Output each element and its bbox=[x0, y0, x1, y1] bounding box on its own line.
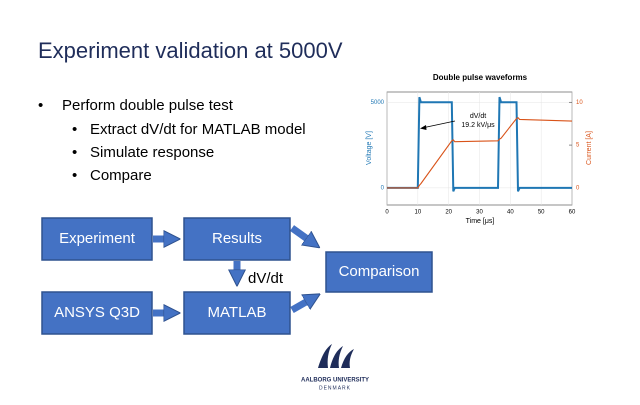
y2-tick-label: 0 bbox=[576, 185, 580, 191]
bullet-marker: • bbox=[72, 144, 77, 161]
annotation-arrow bbox=[421, 120, 456, 129]
node-label: Comparison bbox=[339, 263, 420, 280]
node bbox=[183, 217, 291, 261]
line-series bbox=[387, 117, 573, 189]
logo-name: AALBORG UNIVERSITY bbox=[301, 378, 369, 384]
node-label: MATLAB bbox=[208, 304, 267, 321]
node-label: ANSYS Q3D bbox=[54, 304, 140, 321]
sub-bullet: Simulate response bbox=[90, 144, 214, 161]
x-axis-label: Time [μs] bbox=[466, 218, 495, 225]
node bbox=[41, 291, 153, 335]
edge-label: dV/dt bbox=[248, 270, 284, 287]
annotation-arrowhead bbox=[420, 125, 427, 130]
node-label: Results bbox=[212, 230, 262, 247]
slide-title: Experiment validation at 5000V bbox=[38, 38, 343, 63]
x-tick-label: 60 bbox=[569, 210, 576, 216]
node-label: Experiment bbox=[59, 230, 136, 247]
line-series bbox=[387, 96, 572, 192]
x-tick-label: 0 bbox=[385, 210, 389, 216]
node bbox=[325, 251, 433, 293]
x-tick-label: 20 bbox=[445, 210, 452, 216]
flow-diagram: Experiment Results Comparison ANSYS Q3D … bbox=[41, 217, 433, 335]
y2-tick-label: 5 bbox=[576, 143, 580, 149]
bullet: Perform double pulse test bbox=[62, 97, 234, 114]
logo: AALBORG UNIVERSITY DENMARK bbox=[301, 344, 369, 391]
y2-axis-label: Current [A] bbox=[586, 131, 593, 165]
sub-bullet: Compare bbox=[90, 167, 152, 184]
annotation: 19.2 kV/μs bbox=[461, 122, 495, 129]
sub-bullet: Extract dV/dt for MATLAB model bbox=[90, 121, 306, 138]
node bbox=[41, 217, 153, 261]
annotation: dV/dt bbox=[470, 113, 486, 120]
arrow bbox=[289, 225, 313, 243]
node bbox=[183, 291, 291, 335]
chart: Double pulse waveforms Time [μs] Voltage… bbox=[362, 68, 593, 230]
y2-tick-label: 10 bbox=[576, 100, 583, 106]
bullet-marker: • bbox=[72, 121, 77, 138]
arrow bbox=[290, 298, 313, 314]
y-tick-label: 0 bbox=[381, 185, 385, 191]
logo-country: DENMARK bbox=[319, 385, 351, 391]
x-tick-label: 10 bbox=[414, 210, 421, 216]
chart-title: Double pulse waveforms bbox=[433, 73, 528, 82]
bullet-marker: • bbox=[72, 167, 77, 184]
x-tick-label: 40 bbox=[507, 210, 514, 216]
x-tick-label: 30 bbox=[476, 210, 483, 216]
x-tick-label: 50 bbox=[538, 210, 545, 216]
y-axis-label: Voltage [V] bbox=[366, 131, 373, 165]
bullet-marker: • bbox=[38, 97, 43, 114]
logo-mark bbox=[318, 344, 354, 368]
y-tick-label: 5000 bbox=[371, 100, 385, 106]
